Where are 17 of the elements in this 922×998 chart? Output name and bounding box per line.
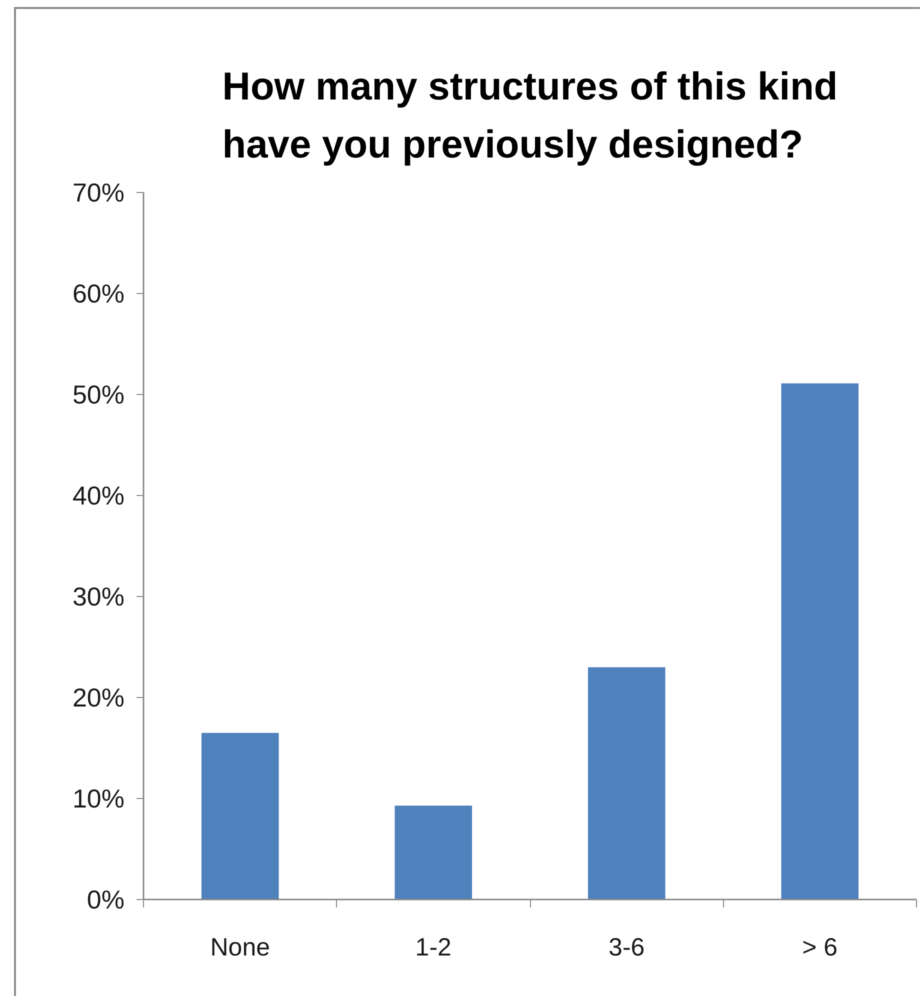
- chart-title: How many structures of this kind have you previously designed?: [222, 65, 838, 166]
- x-tick-label: > 6: [802, 934, 838, 962]
- y-tick-label: 60%: [72, 278, 125, 308]
- y-tick-label: 70%: [72, 178, 125, 208]
- y-tick-label: 40%: [72, 480, 125, 510]
- y-tick-label: 0%: [86, 884, 124, 914]
- bar: [394, 806, 472, 900]
- bar: [588, 667, 666, 900]
- x-tick-label: 3-6: [608, 934, 645, 962]
- y-tick-label: 30%: [72, 582, 125, 612]
- y-tick-label: 10%: [72, 784, 125, 814]
- x-tick-label: 1-2: [415, 934, 452, 962]
- bar: [201, 732, 279, 900]
- bar: [781, 383, 859, 900]
- x-tick-label: None: [210, 934, 270, 962]
- y-tick-label: 50%: [72, 380, 125, 410]
- y-tick-label: 20%: [72, 682, 125, 712]
